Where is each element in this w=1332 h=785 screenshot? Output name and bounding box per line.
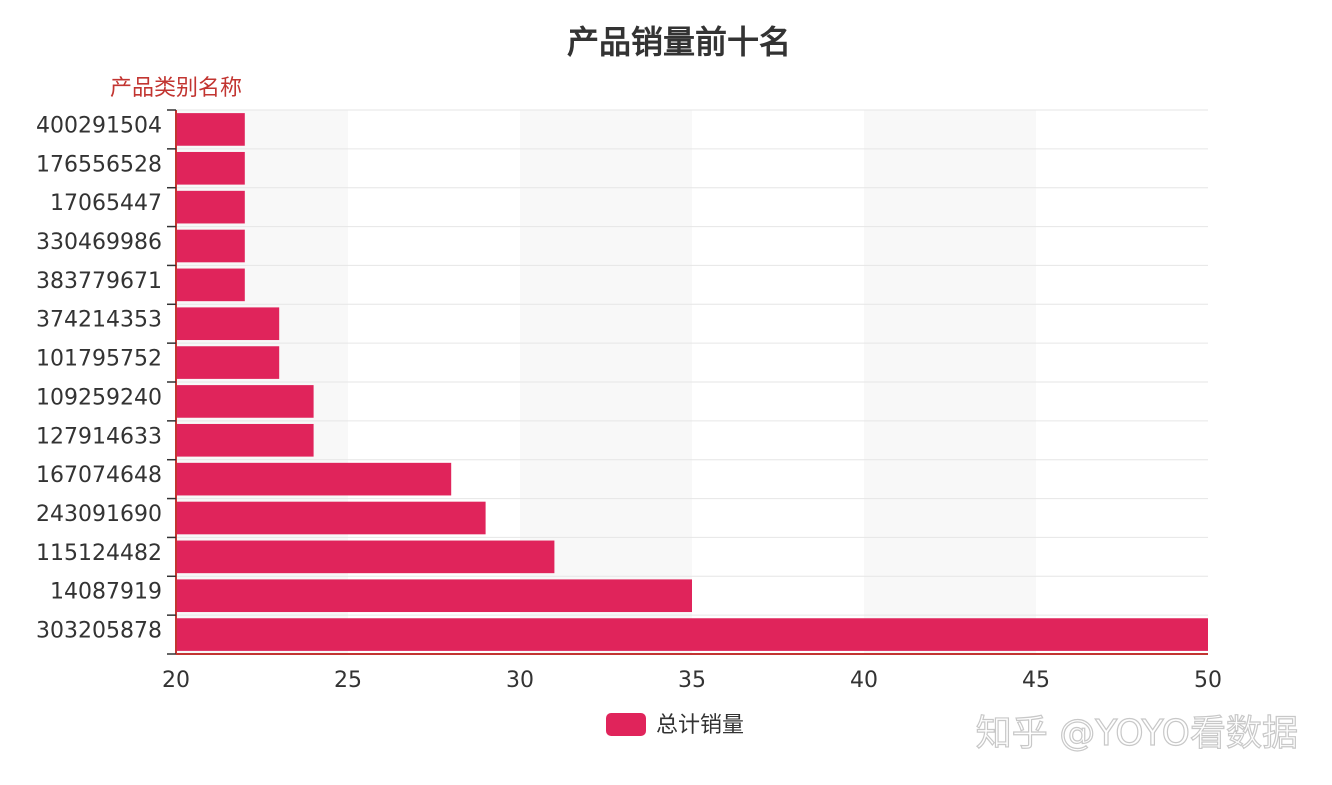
y-tick-label: 330469986 bbox=[36, 230, 162, 255]
y-tick-label: 383779671 bbox=[36, 269, 162, 294]
y-axis-name: 产品类别名称 bbox=[110, 76, 242, 101]
bars-group bbox=[176, 113, 1208, 651]
x-tick-label: 25 bbox=[334, 668, 362, 693]
y-tick-label: 17065447 bbox=[50, 191, 162, 216]
bar[interactable] bbox=[176, 229, 245, 263]
bar[interactable] bbox=[176, 151, 245, 185]
x-tick-label: 45 bbox=[1022, 668, 1050, 693]
x-tick-label: 20 bbox=[162, 668, 190, 693]
legend-label[interactable]: 总计销量 bbox=[656, 713, 744, 738]
y-tick-label: 374214353 bbox=[36, 308, 162, 333]
chart-title: 产品销量前十名 bbox=[567, 23, 791, 61]
y-tick-label: 400291504 bbox=[36, 113, 162, 138]
y-tick-label: 127914633 bbox=[36, 424, 162, 449]
y-tick-label: 167074648 bbox=[36, 463, 162, 488]
y-tick-label: 101795752 bbox=[36, 347, 162, 372]
y-tick-label: 303205878 bbox=[36, 619, 162, 644]
bar[interactable] bbox=[176, 113, 245, 146]
bar[interactable] bbox=[176, 190, 245, 224]
bar[interactable] bbox=[176, 423, 314, 457]
y-tick-label: 115124482 bbox=[36, 541, 162, 566]
y-tick-label: 109259240 bbox=[36, 385, 162, 410]
legend-swatch[interactable] bbox=[606, 713, 646, 736]
bar[interactable] bbox=[176, 307, 280, 341]
bar[interactable] bbox=[176, 268, 245, 302]
x-tick-label: 50 bbox=[1194, 668, 1222, 693]
bar[interactable] bbox=[176, 462, 452, 496]
x-tick-label: 35 bbox=[678, 668, 706, 693]
x-tick-label: 40 bbox=[850, 668, 878, 693]
x-tick-labels: 20 25 30 35 40 45 50 bbox=[162, 668, 1222, 693]
y-tick-labels: 303205878 14087919 115124482 243091690 16707… bbox=[36, 113, 162, 643]
y-tick-label: 14087919 bbox=[50, 580, 162, 605]
watermark: 知乎 @YOYO看数据 bbox=[976, 713, 1298, 754]
bar[interactable] bbox=[176, 618, 1208, 651]
bar[interactable] bbox=[176, 385, 314, 418]
legend[interactable]: 总计销量 bbox=[606, 713, 744, 738]
gridlines bbox=[176, 109, 1208, 655]
axes-group bbox=[167, 109, 1208, 655]
bar[interactable] bbox=[176, 579, 692, 613]
bar[interactable] bbox=[176, 540, 555, 574]
bar[interactable] bbox=[176, 501, 486, 535]
y-tick-label: 243091690 bbox=[36, 502, 162, 527]
bar[interactable] bbox=[176, 346, 280, 379]
y-tick-label: 176556528 bbox=[36, 152, 162, 177]
x-tick-label: 30 bbox=[506, 668, 534, 693]
